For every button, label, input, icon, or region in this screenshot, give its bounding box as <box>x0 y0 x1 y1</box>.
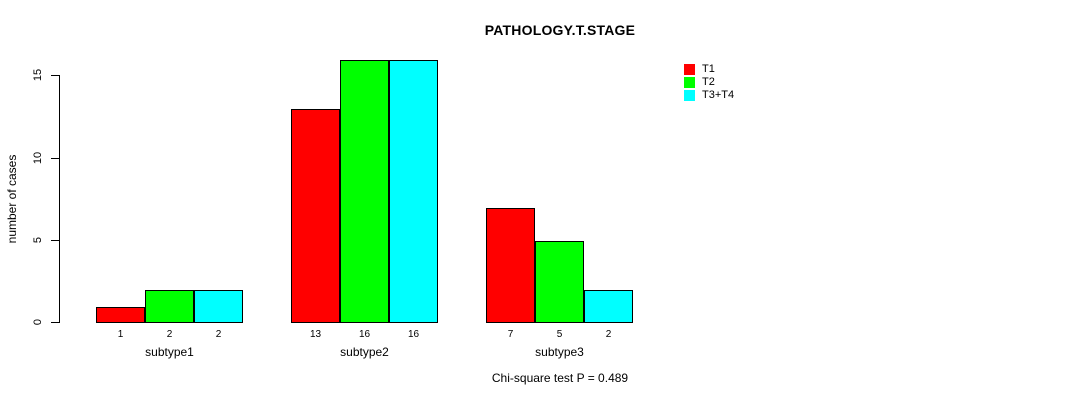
bar-value-label: 13 <box>309 329 322 340</box>
y-tick-label: 0 <box>32 318 44 326</box>
group-label-subtype3: subtype3 <box>535 345 584 359</box>
y-tick <box>51 322 59 323</box>
bar-value-label: 2 <box>215 329 222 340</box>
bar-t1-subtype3 <box>486 208 535 323</box>
bar-t2-subtype3 <box>535 241 584 323</box>
y-tick <box>51 158 59 159</box>
y-tick-label: 5 <box>32 236 44 244</box>
bar-t1-subtype1 <box>96 307 145 323</box>
legend-label-t1: T1 <box>702 63 715 75</box>
y-axis-label: number of cases <box>5 154 19 244</box>
chi-square-annotation: Chi-square test P = 0.489 <box>491 371 629 385</box>
bar-t3t4-subtype2 <box>389 60 438 323</box>
bar-t1-subtype2 <box>291 109 340 323</box>
bar-value-label: 1 <box>117 329 124 340</box>
legend-label-t2: T2 <box>702 76 715 88</box>
legend-swatch-t3t4 <box>684 90 695 101</box>
bar-value-label: 2 <box>166 329 173 340</box>
bar-t3t4-subtype3 <box>584 290 633 323</box>
chart-title: PATHOLOGY.T.STAGE <box>484 22 636 38</box>
y-tick-label: 10 <box>32 151 44 165</box>
legend-swatch-t2 <box>684 77 695 88</box>
y-tick-label: 15 <box>32 68 44 82</box>
bar-value-label: 2 <box>605 329 612 340</box>
bar-value-label: 7 <box>507 329 514 340</box>
group-label-subtype2: subtype2 <box>340 345 389 359</box>
y-axis-line <box>59 75 60 323</box>
bar-t3t4-subtype1 <box>194 290 243 323</box>
legend: T1 T2 T3+T4 <box>684 63 734 102</box>
legend-item-t1: T1 <box>684 63 734 76</box>
legend-swatch-t1 <box>684 64 695 75</box>
bar-value-label: 16 <box>358 329 371 340</box>
group-label-subtype1: subtype1 <box>145 345 194 359</box>
y-tick <box>51 240 59 241</box>
y-tick <box>51 75 59 76</box>
bar-t2-subtype2 <box>340 60 389 323</box>
bar-value-label: 5 <box>556 329 563 340</box>
legend-item-t3t4: T3+T4 <box>684 89 734 102</box>
bar-t2-subtype1 <box>145 290 194 323</box>
legend-item-t2: T2 <box>684 76 734 89</box>
bar-value-label: 16 <box>407 329 420 340</box>
legend-label-t3t4: T3+T4 <box>702 89 735 101</box>
